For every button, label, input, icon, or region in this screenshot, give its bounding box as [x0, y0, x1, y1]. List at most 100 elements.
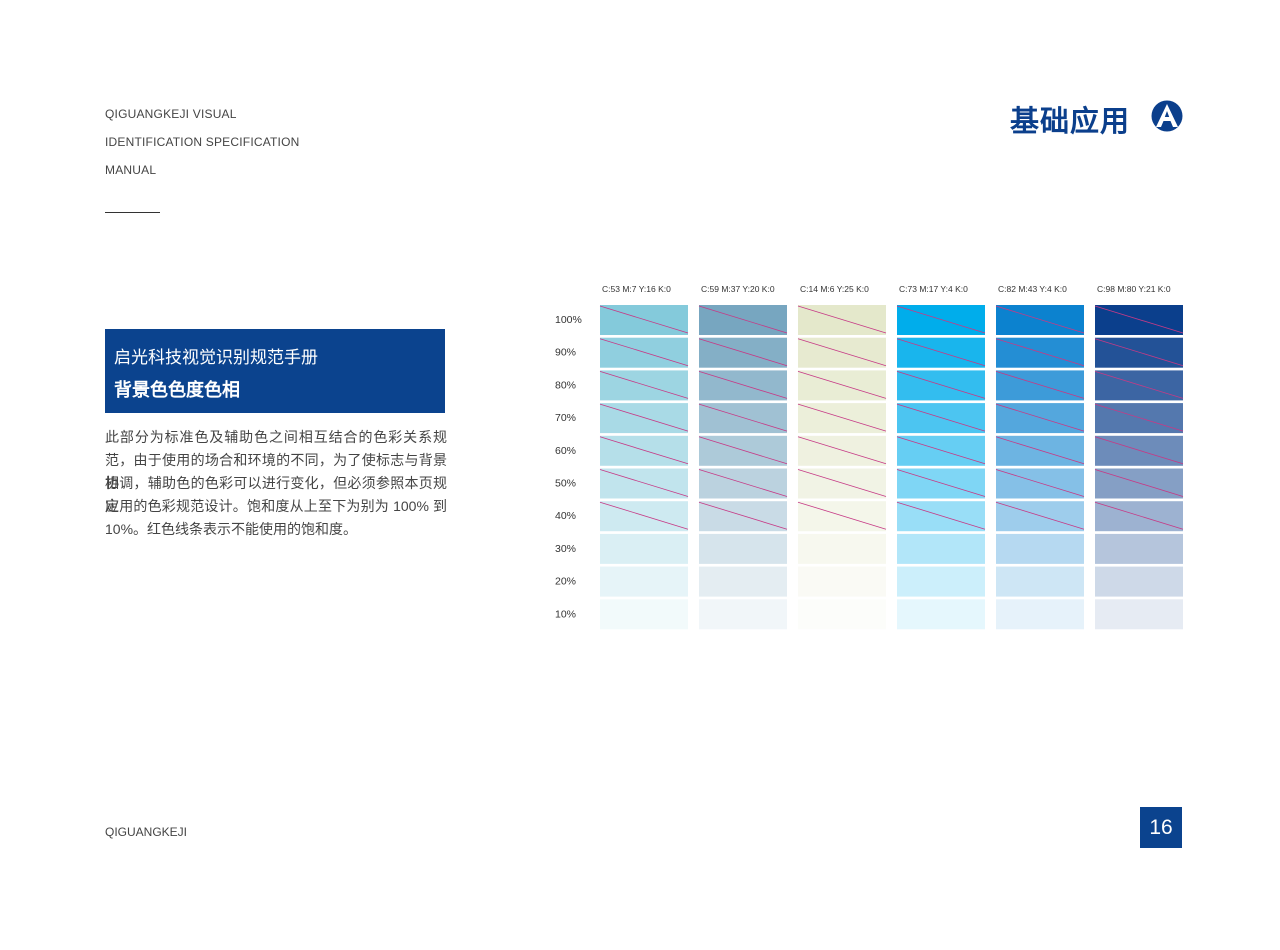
forbidden-line — [599, 469, 689, 497]
paragraph-line: 此部分为标准色及辅助色之间相互结合的色彩关系规 — [105, 429, 447, 445]
forbidden-line — [797, 305, 887, 334]
page-number: 16 — [1140, 807, 1182, 848]
forbidden-line — [995, 403, 1085, 432]
swatch — [1095, 533, 1183, 564]
forbidden-line — [599, 403, 689, 432]
forbidden-line — [797, 403, 887, 432]
swatch — [996, 533, 1084, 564]
forbidden-line — [698, 403, 788, 432]
swatch — [1095, 403, 1183, 434]
paragraph-line: 10%。红色线条表示不能使用的饱和度。 — [105, 521, 358, 537]
forbidden-line — [797, 501, 887, 530]
swatch — [996, 403, 1084, 434]
swatch — [600, 599, 688, 630]
row-label: 50% — [555, 478, 576, 490]
forbidden-line — [1094, 501, 1184, 530]
swatch — [699, 305, 787, 335]
swatch — [996, 599, 1084, 630]
forbidden-line — [599, 501, 689, 530]
column-label: C:98 M:80 Y:21 K:0 — [1097, 284, 1171, 294]
row-label: 40% — [555, 510, 576, 522]
forbidden-line — [995, 436, 1085, 465]
forbidden-line — [698, 305, 788, 334]
swatch — [798, 403, 886, 434]
column-label: C:14 M:6 Y:25 K:0 — [800, 284, 869, 294]
swatch — [1095, 305, 1183, 335]
swatch — [798, 533, 886, 564]
swatch — [798, 435, 886, 466]
swatch — [699, 468, 787, 499]
swatch — [1095, 599, 1183, 630]
section-box: 启光科技视觉识别规范手册 背景色色度色相 — [105, 329, 445, 413]
forbidden-line — [599, 371, 689, 399]
swatch — [897, 599, 985, 630]
swatch — [600, 468, 688, 499]
forbidden-line — [698, 371, 788, 399]
row-label: 100% — [555, 314, 582, 326]
section-title: 启光科技视觉识别规范手册 — [114, 348, 318, 367]
forbidden-line — [797, 371, 887, 399]
swatch — [897, 337, 985, 368]
forbidden-line — [995, 305, 1085, 334]
forbidden-line — [698, 436, 788, 465]
swatch-grid: C:53 M:7 Y:16 K:0 C:59 M:37 Y:20 K:0 C:14 … — [555, 284, 1184, 630]
forbidden-line — [896, 403, 986, 432]
swatch — [699, 533, 787, 564]
forbidden-line — [1094, 403, 1184, 432]
forbidden-line — [797, 338, 887, 367]
paragraph-line: 协调，辅助色的色彩可以进行变化，但必须参照本页规定 — [105, 475, 447, 514]
swatch — [996, 435, 1084, 466]
paragraph: 此部分为标准色及辅助色之间相互结合的色彩关系规范，由于使用的场合和环境的不同，为… — [105, 426, 447, 541]
forbidden-line — [896, 371, 986, 399]
swatch — [798, 501, 886, 532]
swatch — [1095, 468, 1183, 499]
forbidden-line — [1094, 371, 1184, 399]
swatch — [897, 403, 985, 434]
forbidden-line — [599, 436, 689, 465]
swatch — [996, 468, 1084, 499]
swatch — [1095, 501, 1183, 532]
forbidden-line — [896, 469, 986, 497]
swatch — [600, 566, 688, 597]
swatch — [600, 435, 688, 466]
swatch — [897, 468, 985, 499]
swatch — [897, 566, 985, 597]
swatch — [699, 337, 787, 368]
swatch — [699, 435, 787, 466]
forbidden-line — [797, 469, 887, 497]
swatch — [996, 305, 1084, 335]
forbidden-line — [896, 436, 986, 465]
column-label: C:59 M:37 Y:20 K:0 — [701, 284, 775, 294]
swatch — [1095, 435, 1183, 466]
swatch — [798, 566, 886, 597]
swatch — [996, 566, 1084, 597]
forbidden-line — [698, 469, 788, 497]
swatch — [798, 305, 886, 335]
forbidden-line — [1094, 469, 1184, 497]
forbidden-line — [698, 338, 788, 367]
forbidden-line — [896, 305, 986, 334]
forbidden-line — [599, 305, 689, 334]
page-title: 基础应用 — [1010, 106, 1131, 138]
paragraph-line: 范，由于使用的场合和环境的不同，为了使标志与背景相 — [105, 452, 447, 491]
forbidden-line — [995, 338, 1085, 367]
swatch — [699, 501, 787, 532]
swatch — [897, 533, 985, 564]
row-label: 20% — [555, 576, 576, 588]
swatch — [600, 337, 688, 368]
swatch — [600, 403, 688, 434]
row-label: 30% — [555, 543, 576, 555]
forbidden-line — [1094, 305, 1184, 334]
column-label: C:82 M:43 Y:4 K:0 — [998, 284, 1067, 294]
swatch — [897, 501, 985, 532]
row-label: 80% — [555, 379, 576, 391]
forbidden-line — [1094, 436, 1184, 465]
swatch — [600, 501, 688, 532]
forbidden-line — [797, 436, 887, 465]
footer-brand: QIGUANGKEJI — [105, 825, 188, 839]
forbidden-line — [896, 338, 986, 367]
paragraph-line: 应用的色彩规范设计。饱和度从上至下为别为 100% 到 — [105, 498, 447, 514]
swatch — [600, 533, 688, 564]
header-line: MANUAL — [105, 163, 157, 177]
